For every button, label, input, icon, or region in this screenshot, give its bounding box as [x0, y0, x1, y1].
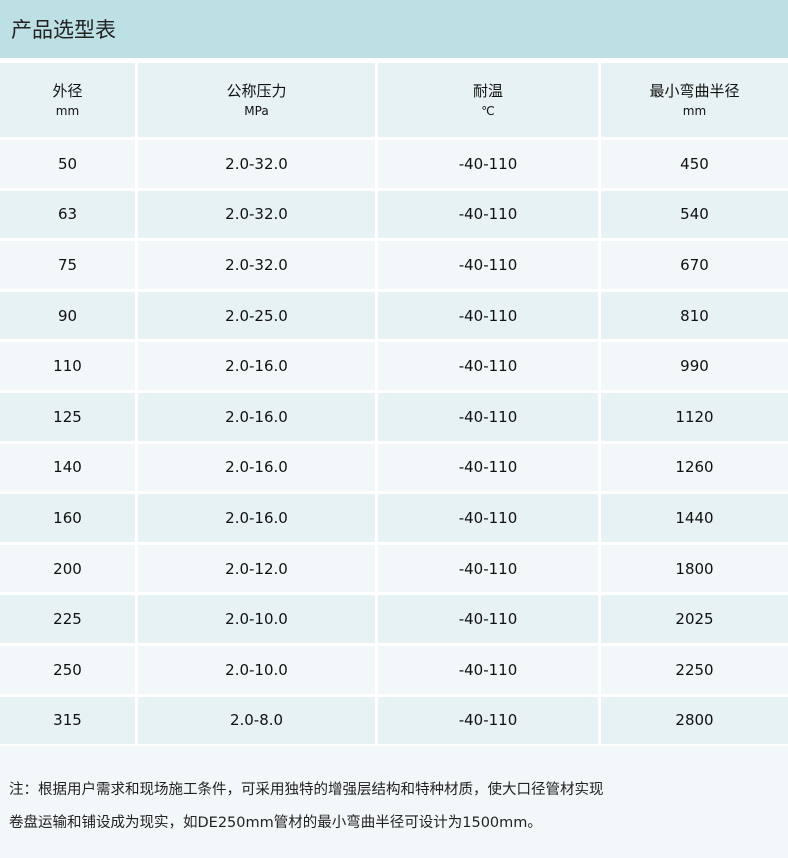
table-cell: 50: [0, 140, 135, 188]
table-cell: 2.0-32.0: [138, 190, 375, 239]
footnote-line: 卷盘运输和铺设成为现实，如DE250mm管材的最小弯曲半径可设计为1500mm。: [9, 815, 542, 831]
table-cell: 2.0-32.0: [138, 241, 375, 289]
table-row: 225 2.0-10.0 -40-110 2025: [0, 595, 788, 643]
table-cell: 1440: [601, 494, 788, 542]
table-cell: 2.0-16.0: [138, 494, 375, 542]
column-header: 最小弯曲半径 mm: [601, 63, 788, 137]
column-header-unit: MPa: [244, 104, 269, 119]
footnote-line: 注：根据用户需求和现场施工条件，可采用独特的增强层结构和特种材质，使大口径管材实…: [9, 782, 604, 798]
header-row: 外径 mm 公称压力 MPa 耐温 ℃ 最小弯曲半径 mm: [0, 63, 788, 137]
table-cell: 2.0-8.0: [138, 696, 375, 745]
table-cell: -40-110: [378, 645, 598, 694]
table-cell: -40-110: [378, 140, 598, 188]
table-cell: -40-110: [378, 696, 598, 745]
table-row: 63 2.0-32.0 -40-110 540: [0, 190, 788, 239]
table-row: 75 2.0-32.0 -40-110 670: [0, 241, 788, 289]
column-header: 耐温 ℃: [378, 63, 598, 137]
table-cell: 140: [0, 443, 135, 492]
table-cell: -40-110: [378, 342, 598, 390]
column-header: 外径 mm: [0, 63, 135, 137]
column-header: 公称压力 MPa: [138, 63, 375, 137]
table-cell: 2.0-10.0: [138, 645, 375, 694]
column-header-unit: mm: [55, 104, 80, 119]
table-cell: 1260: [601, 443, 788, 492]
column-header-label: 公称压力: [226, 81, 287, 100]
table-cell: -40-110: [378, 291, 598, 340]
table-cell: 670: [601, 241, 788, 289]
table-cell: 90: [0, 291, 135, 340]
table-cell: -40-110: [378, 494, 598, 542]
table-cell: 1120: [601, 392, 788, 441]
table-cell: 315: [0, 696, 135, 745]
page-title: 产品选型表: [0, 0, 788, 58]
table-cell: 2.0-16.0: [138, 342, 375, 390]
table-cell: -40-110: [378, 544, 598, 593]
product-selection-table: 外径 mm 公称压力 MPa 耐温 ℃ 最小弯曲半径 mm 50 2.0-32.0 -40-110…: [0, 60, 788, 747]
table-cell: 2.0-16.0: [138, 392, 375, 441]
column-header-label: 耐温: [472, 81, 503, 100]
footnote: 注：根据用户需求和现场施工条件，可采用独特的增强层结构和特种材质，使大口径管材实…: [0, 746, 788, 858]
table-row: 200 2.0-12.0 -40-110 1800: [0, 544, 788, 593]
table-cell: -40-110: [378, 241, 598, 289]
table-row: 125 2.0-16.0 -40-110 1120: [0, 392, 788, 441]
table-cell: 250: [0, 645, 135, 694]
table-row: 90 2.0-25.0 -40-110 810: [0, 291, 788, 340]
table-cell: -40-110: [378, 392, 598, 441]
table-cell: 200: [0, 544, 135, 593]
column-header-label: 外径: [52, 81, 83, 100]
table-cell: 125: [0, 392, 135, 441]
table-cell: 225: [0, 595, 135, 643]
table-row: 315 2.0-8.0 -40-110 2800: [0, 696, 788, 745]
column-header-label: 最小弯曲半径: [649, 81, 740, 100]
table-cell: 2.0-16.0: [138, 443, 375, 492]
table-cell: 75: [0, 241, 135, 289]
table-cell: 63: [0, 190, 135, 239]
table-row: 160 2.0-16.0 -40-110 1440: [0, 494, 788, 542]
table-cell: 2.0-10.0: [138, 595, 375, 643]
table-cell: 540: [601, 190, 788, 239]
table-cell: 2800: [601, 696, 788, 745]
table-cell: 810: [601, 291, 788, 340]
table-row: 50 2.0-32.0 -40-110 450: [0, 140, 788, 188]
table-cell: 2025: [601, 595, 788, 643]
table-cell: -40-110: [378, 190, 598, 239]
table-row: 140 2.0-16.0 -40-110 1260: [0, 443, 788, 492]
table-cell: -40-110: [378, 595, 598, 643]
table-row: 110 2.0-16.0 -40-110 990: [0, 342, 788, 390]
table-cell: 2.0-12.0: [138, 544, 375, 593]
table-cell: 1800: [601, 544, 788, 593]
table-cell: 110: [0, 342, 135, 390]
table-cell: 2.0-25.0: [138, 291, 375, 340]
column-header-unit: ℃: [481, 104, 495, 119]
table-row: 250 2.0-10.0 -40-110 2250: [0, 645, 788, 694]
column-header-unit: mm: [682, 104, 707, 119]
table-cell: 160: [0, 494, 135, 542]
table-cell: 990: [601, 342, 788, 390]
table-cell: 2.0-32.0: [138, 140, 375, 188]
table-cell: 2250: [601, 645, 788, 694]
table-cell: 450: [601, 140, 788, 188]
table-cell: -40-110: [378, 443, 598, 492]
